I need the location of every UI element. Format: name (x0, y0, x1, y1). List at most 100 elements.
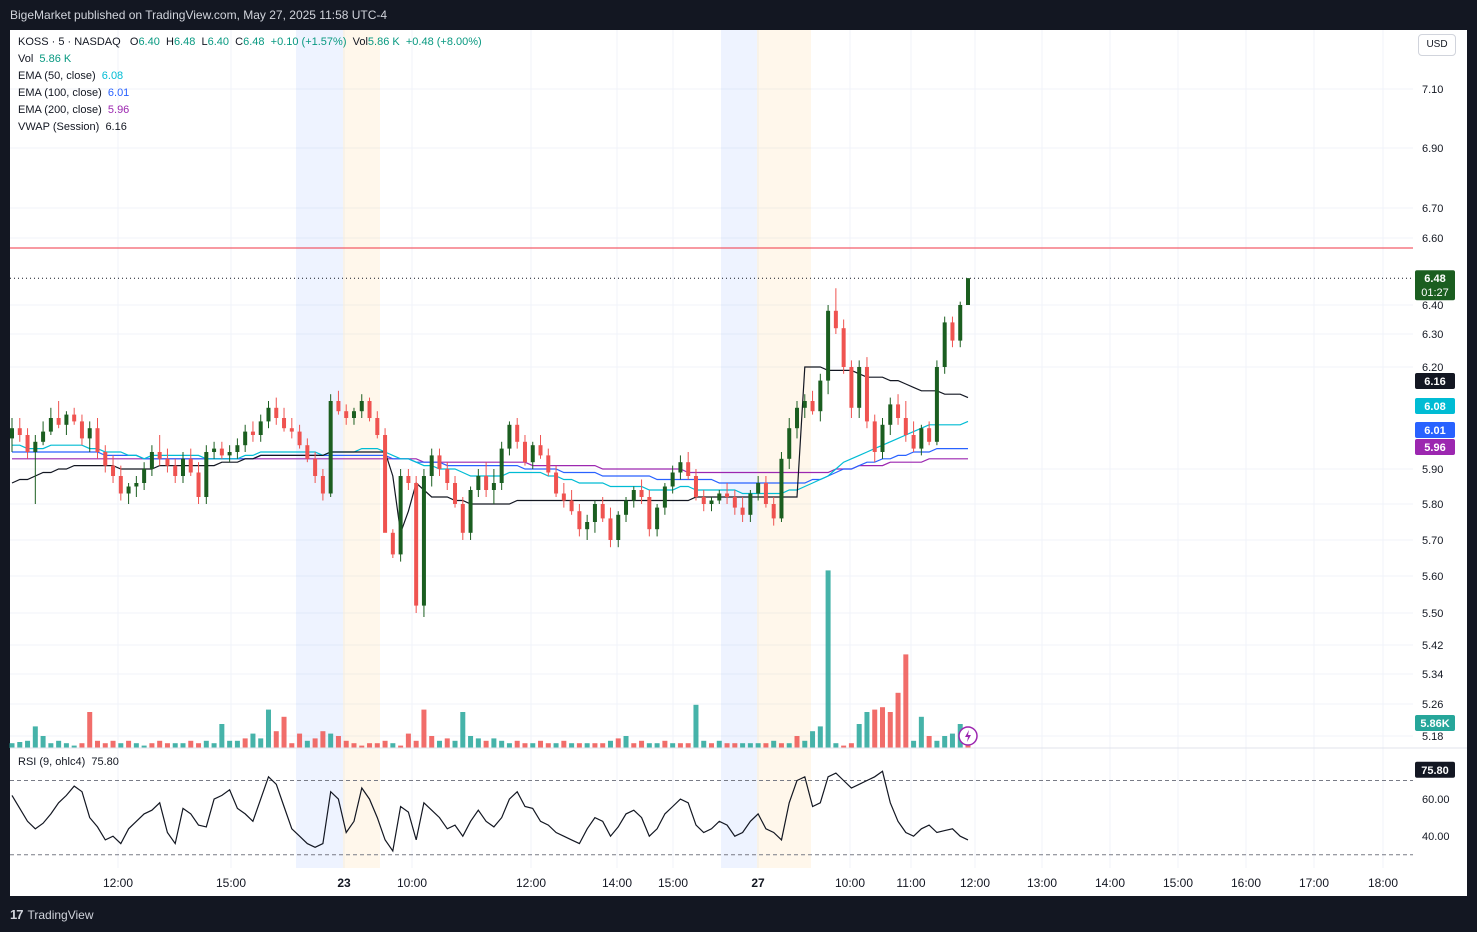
candle-body (258, 421, 263, 435)
price-tick-label: 5.90 (1422, 464, 1443, 476)
volume-bar (918, 716, 924, 748)
candle-body (896, 404, 901, 418)
volume-bar (460, 712, 466, 748)
volume-bar (794, 736, 800, 748)
ema200-tag: 5.96 (1424, 442, 1445, 454)
candle-body (569, 500, 574, 512)
volume-bar (405, 733, 411, 748)
volume-bar (732, 743, 738, 748)
volume-bar (639, 740, 645, 748)
chart-legend: KOSS · 5 · NASDAQ O6.40 H6.48 L6.40 C6.4… (18, 34, 482, 136)
volume-bar (398, 745, 404, 748)
candle-body (33, 441, 38, 452)
candle-body (779, 458, 784, 519)
candle-body (157, 452, 162, 459)
volume-bar (654, 743, 660, 748)
volume-bar (63, 743, 69, 748)
candle-body (631, 490, 636, 501)
volume-bar (304, 740, 310, 748)
volume-bar (887, 712, 893, 748)
volume-bar (646, 743, 652, 748)
candle-body (383, 435, 388, 533)
chart-frame (10, 30, 1467, 896)
volume-bar (141, 745, 147, 748)
time-tick-label: 18:00 (1368, 876, 1398, 890)
candle-body (95, 428, 100, 452)
candle-body (17, 428, 22, 435)
candle-body (72, 414, 77, 422)
volume-bar (872, 709, 878, 748)
legend-vwap-row[interactable]: VWAP (Session) 6.16 (18, 121, 127, 133)
candle-body (693, 476, 698, 497)
candle-body (849, 367, 854, 408)
volume-bar (126, 740, 132, 748)
legend-ema50-row[interactable]: EMA (50, close) 6.08 (18, 70, 124, 82)
candle-body (748, 493, 753, 515)
ema100-line (12, 448, 968, 484)
volume-bar (833, 743, 839, 748)
volume-bar (219, 724, 225, 748)
volume-bar (250, 733, 256, 748)
candle-body (266, 407, 271, 422)
volume-bar (903, 654, 909, 748)
session-band (757, 30, 811, 868)
volume-bar (880, 707, 886, 748)
legend-high: 6.48 (173, 36, 196, 48)
legend-symbol[interactable]: KOSS · 5 · NASDAQ (18, 36, 121, 48)
candle-body (911, 435, 916, 449)
time-tick-label: 15:00 (658, 876, 688, 890)
candle-body (864, 367, 869, 422)
candle-body (608, 518, 613, 540)
candle-body (398, 476, 403, 555)
volume-bar (709, 743, 715, 748)
volume-bar (724, 743, 730, 748)
volume-bar (32, 726, 38, 748)
candle-body (818, 380, 823, 412)
volume-bar (934, 740, 940, 748)
volume-bar (569, 743, 575, 748)
volume-bar (506, 743, 512, 748)
candle-body (919, 428, 924, 449)
currency-button[interactable]: USD (1418, 34, 1456, 56)
legend-vol: 5.86 K (367, 36, 400, 48)
candle-body (173, 465, 178, 476)
candle-body (538, 445, 543, 456)
candle-body (561, 493, 566, 501)
legend-change: +0.10 (+1.57%) (270, 36, 347, 48)
candle-body (111, 465, 116, 476)
volume-bar (670, 743, 676, 748)
volume-bar (227, 740, 233, 748)
volume-bar (320, 731, 326, 748)
candle-body (950, 322, 955, 341)
volume-bar (312, 738, 318, 748)
countdown-label: 01:27 (1421, 287, 1449, 299)
candle-body (359, 401, 364, 412)
volume-bar (79, 743, 85, 748)
candle-body (219, 448, 224, 456)
volume-bar (351, 743, 357, 748)
candle-body (375, 418, 380, 435)
candle-body (903, 418, 908, 435)
candle-body (243, 431, 248, 446)
time-tick-label: 10:00 (835, 876, 865, 890)
volume-bar (701, 740, 707, 748)
volume-bar (623, 736, 629, 748)
volume-bar (483, 740, 489, 748)
candle-body (282, 418, 287, 429)
tradingview-logo[interactable]: 17 TradingView (10, 907, 94, 922)
volume-bar (211, 743, 217, 748)
rsi-tag: 75.80 (1421, 765, 1449, 777)
legend-ema200-row[interactable]: EMA (200, close) 5.96 (18, 104, 130, 116)
candle-body (857, 367, 862, 408)
rsi-legend[interactable]: RSI (9, ohlc4) 75.80 (18, 756, 119, 768)
legend-ema100-row[interactable]: EMA (100, close) 6.01 (18, 87, 130, 99)
candle-body (235, 445, 240, 452)
price-tick-label: 6.20 (1422, 362, 1443, 374)
legend-vol-row[interactable]: Vol 5.86 K (18, 53, 72, 65)
candle-body (320, 476, 325, 494)
candle-body (336, 401, 341, 412)
candle-body (367, 401, 372, 418)
axes: 7.10 6.90 6.70 6.60 6.40 6.30 6.20 5.90 5.80 5.70… (10, 84, 1467, 890)
candle-body (662, 486, 667, 508)
